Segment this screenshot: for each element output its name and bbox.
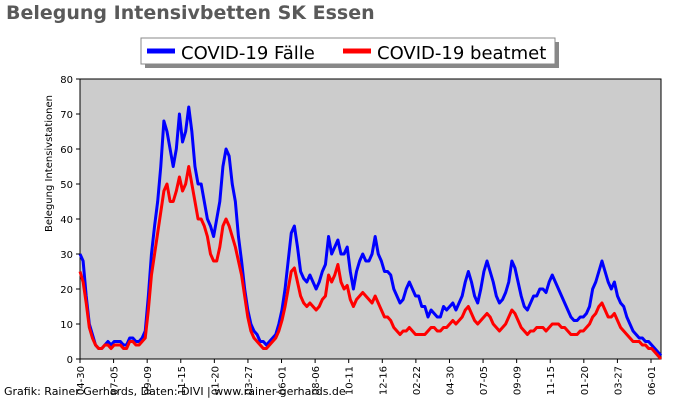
x-tick-label: 11-15	[546, 366, 557, 395]
x-tick-label: 08-06	[311, 366, 322, 395]
chart-title: Belegung Intensivbetten SK Essen	[6, 2, 375, 24]
x-tick-label: 04-30	[76, 366, 87, 395]
legend: COVID-19 Fälle COVID-19 beatmet	[140, 37, 559, 68]
x-tick-label: 07-05	[110, 366, 121, 395]
y-tick-label: 0	[67, 355, 73, 366]
series-line-faelle	[78, 105, 663, 357]
y-tick-label: 50	[60, 180, 73, 191]
y-tick-label: 40	[60, 215, 73, 226]
x-tick-label: 02-22	[412, 366, 423, 395]
x-tick-label: 07-05	[479, 366, 490, 395]
x-tick-label: 12-16	[378, 366, 389, 395]
x-tick-label: 01-20	[580, 366, 591, 395]
y-tick-label: 60	[60, 145, 73, 156]
series-line-beatmet	[78, 165, 663, 360]
x-tick-label: 03-27	[613, 366, 624, 395]
x-axis: 04-30 07-05 09-09 11-15 01-20 03-27 06-01 08-06…	[76, 359, 658, 395]
x-tick-label: 10-11	[345, 366, 356, 395]
x-tick-label: 09-09	[513, 366, 524, 395]
y-axis-label: Belegung Intensivstationen	[44, 95, 55, 232]
credit-text: Grafik: Rainer Gerhards, Daten: DIVI | w…	[4, 385, 346, 398]
y-tick-label: 10	[60, 320, 73, 331]
x-tick-label: 09-09	[143, 366, 154, 395]
x-tick-label: 06-01	[278, 366, 289, 395]
legend-label-beatmet: COVID-19 beatmet	[377, 43, 546, 64]
x-tick-label: 11-15	[177, 366, 188, 395]
series-layer	[78, 105, 663, 360]
plot-area	[79, 78, 662, 360]
x-tick-label: 06-01	[647, 366, 658, 395]
x-tick-label: 04-30	[445, 366, 456, 395]
y-tick-label: 30	[60, 250, 73, 261]
y-tick-label: 20	[60, 285, 73, 296]
legend-label-faelle: COVID-19 Fälle	[181, 43, 315, 64]
x-tick-label: 01-20	[210, 366, 221, 395]
y-tick-label: 70	[60, 110, 73, 121]
y-tick-label: 80	[60, 75, 73, 86]
x-tick-label: 03-27	[244, 366, 255, 395]
y-axis: 0 10 20 30 40 50 60 70 80	[60, 75, 80, 366]
